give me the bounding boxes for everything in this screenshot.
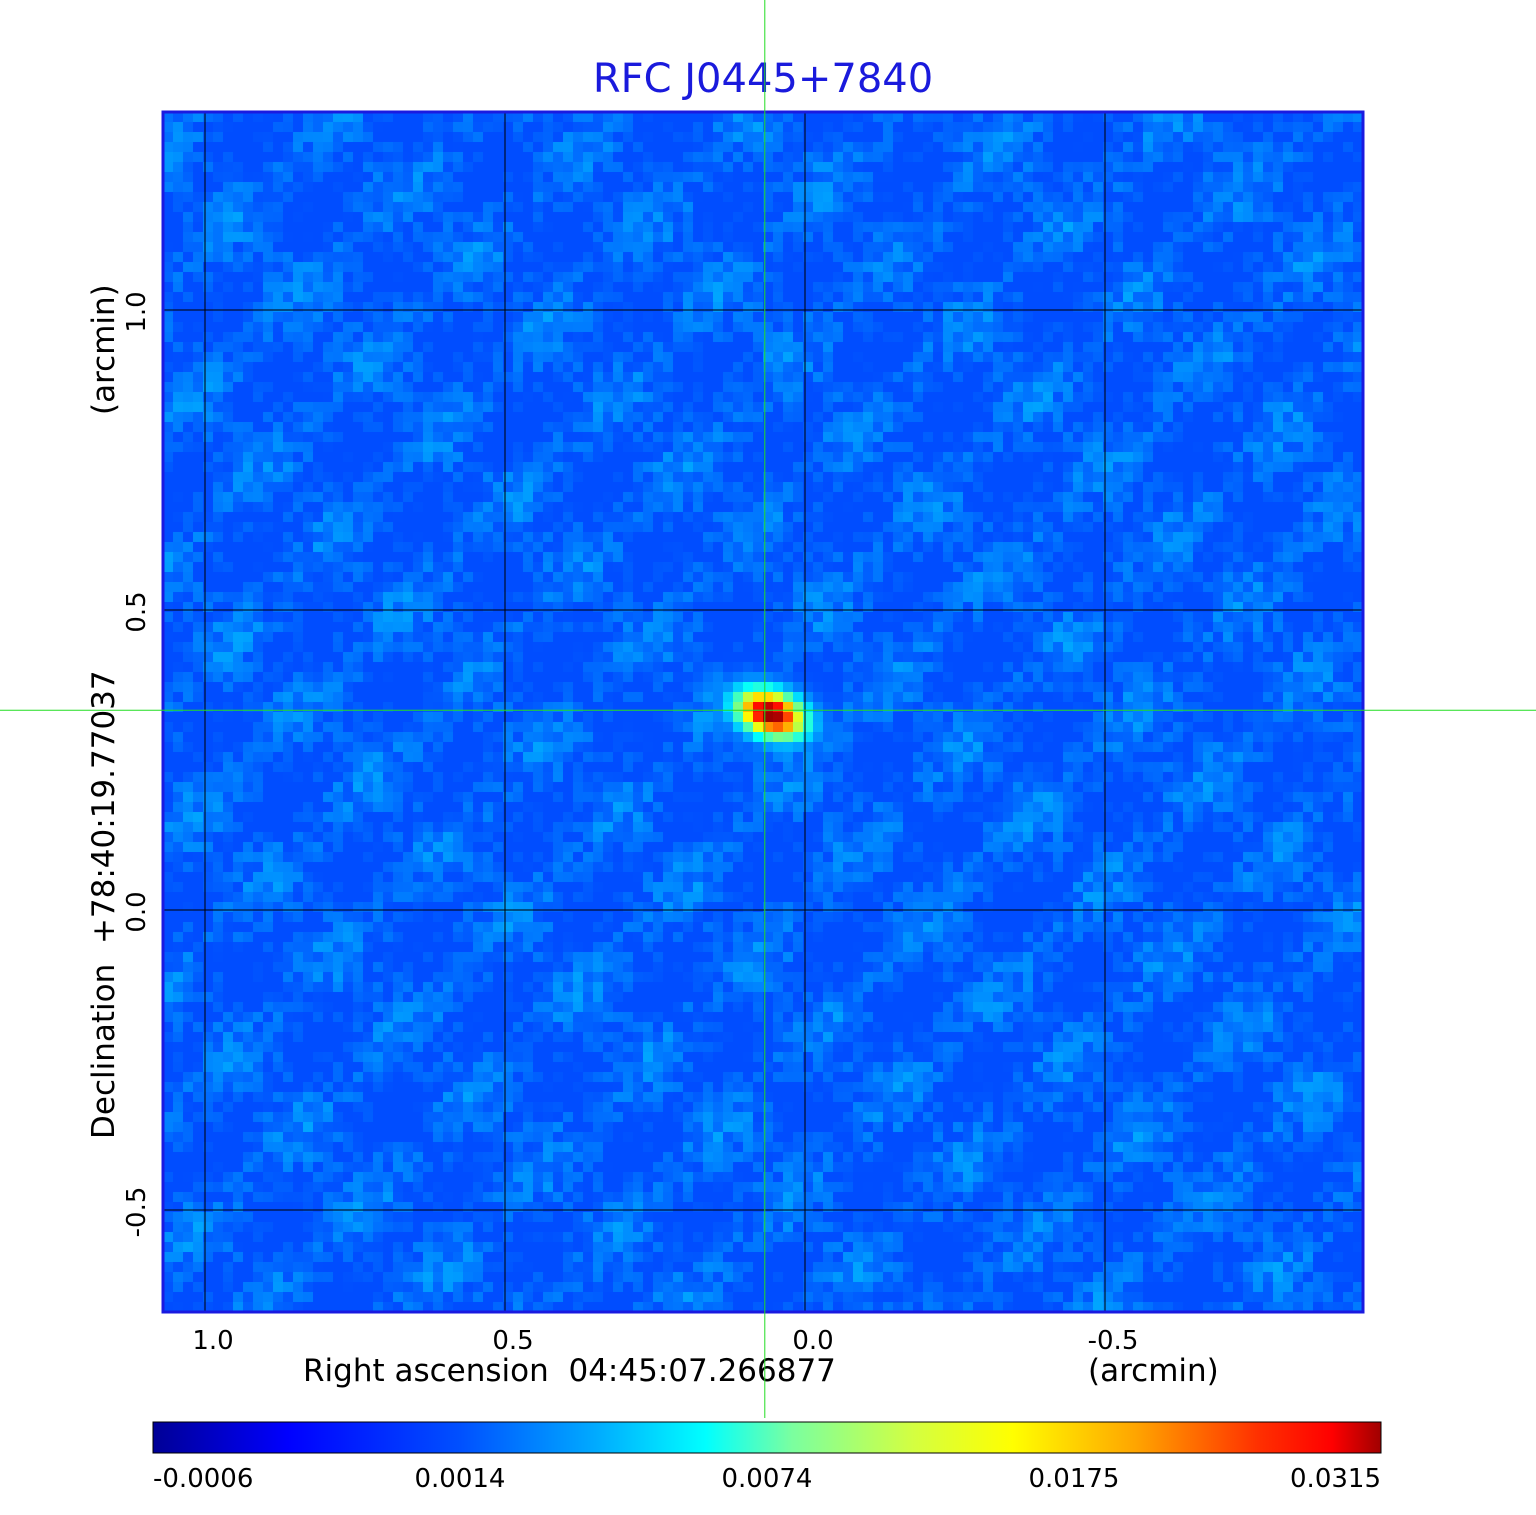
map-image <box>163 112 1363 1312</box>
colorbar-tick-label: 0.0014 <box>415 1464 506 1494</box>
x-tick-labels: 1.0 0.5 0.0 -0.5 <box>192 1326 1138 1356</box>
chart-title: RFC J0445+7840 <box>593 56 933 102</box>
y-tick-label: 0.0 <box>122 891 152 932</box>
x-tick-label: 1.0 <box>192 1326 233 1356</box>
x-tick-label: 0.0 <box>792 1326 833 1356</box>
y-tick-label: -0.5 <box>122 1187 152 1238</box>
y-tick-label: 1.0 <box>122 291 152 332</box>
y-axis-unit: (arcmin) <box>86 284 122 415</box>
colorbar-tick-label: -0.0006 <box>153 1464 253 1494</box>
x-axis-label: Right ascension 04:45:07.266877 <box>303 1353 836 1389</box>
colorbar <box>152 1421 1382 1454</box>
x-tick-label: 0.5 <box>492 1326 533 1356</box>
colorbar-tick-label: 0.0315 <box>1290 1464 1381 1494</box>
colorbar-tick-label: 0.0175 <box>1029 1464 1120 1494</box>
y-tick-label: 0.5 <box>122 591 152 632</box>
plot-frame <box>161 110 1365 1314</box>
map-pixels <box>163 112 1363 1312</box>
x-tick-label: -0.5 <box>1088 1326 1139 1356</box>
colorbar-tick-labels: -0.0006 0.0014 0.0074 0.0175 0.0315 <box>153 1464 1381 1494</box>
x-axis-unit: (arcmin) <box>1088 1353 1219 1389</box>
crosshair <box>0 0 1536 1418</box>
y-tick-labels: 1.0 0.5 0.0 -0.5 <box>122 291 152 1237</box>
y-axis-label: Declination +78:40:19.77037 <box>86 670 122 1139</box>
colorbar-tick-label: 0.0074 <box>722 1464 813 1494</box>
grid-lines <box>163 112 1363 1312</box>
